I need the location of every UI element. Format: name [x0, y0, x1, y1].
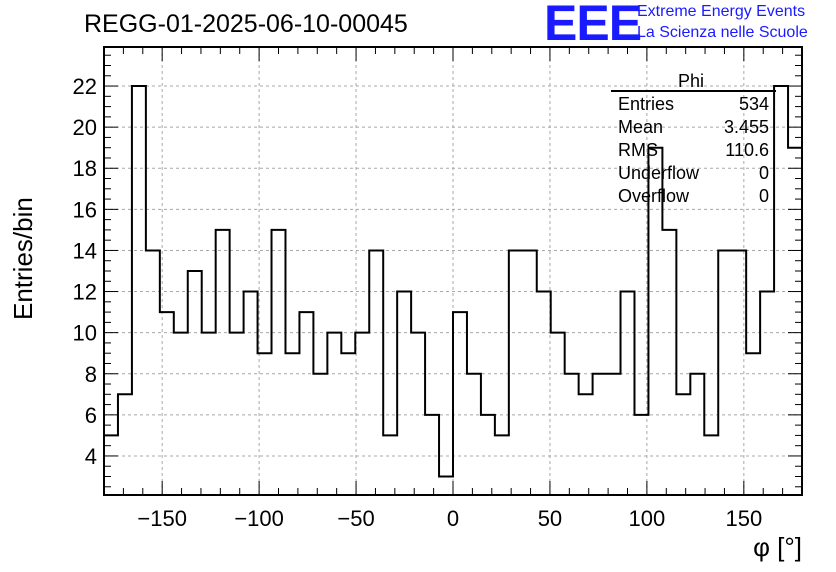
- x-tick-label: 0: [447, 506, 459, 531]
- stats-title: Phi: [678, 71, 705, 91]
- logo-line-2: La Scienza nelle Scuole: [637, 24, 808, 41]
- stats-value: 3.455: [724, 117, 769, 137]
- x-tick-label: 150: [725, 506, 762, 531]
- x-tick-label: −100: [234, 506, 284, 531]
- eee-logo: EEE: [544, 0, 642, 51]
- x-tick-label: 100: [629, 506, 666, 531]
- y-tick-label: 16: [73, 197, 97, 222]
- y-tick-label: 8: [85, 362, 97, 387]
- x-tick-label: −150: [137, 506, 187, 531]
- stats-value: 0: [759, 163, 769, 183]
- y-tick-label: 18: [73, 156, 97, 181]
- x-tick-label: −50: [337, 506, 374, 531]
- histogram-line: [103, 85, 803, 495]
- y-tick-label: 6: [85, 403, 97, 428]
- stats-value: 0: [759, 186, 769, 206]
- stats-label: Entries: [618, 94, 674, 114]
- stats-label: Mean: [618, 117, 663, 137]
- y-tick-label: 22: [73, 74, 97, 99]
- y-tick-label: 12: [73, 280, 97, 305]
- logo-line-1: Extreme Energy Events: [637, 3, 806, 20]
- stats-label: RMS: [618, 140, 658, 160]
- y-axis-label: Entries/bin: [8, 197, 38, 320]
- stats-label: Overflow: [618, 186, 690, 206]
- x-axis-label: φ [°]: [753, 532, 802, 562]
- x-tick-label: 50: [538, 506, 562, 531]
- stats-value: 534: [739, 94, 769, 114]
- y-tick-label: 4: [85, 444, 97, 469]
- stats-label: Underflow: [618, 163, 700, 183]
- chart-title: REGG-01-2025-06-10-00045: [84, 10, 408, 38]
- stats-value: 110.6: [725, 140, 769, 160]
- y-tick-label: 20: [73, 115, 97, 140]
- y-tick-label: 14: [73, 238, 97, 263]
- y-tick-label: 10: [73, 321, 97, 346]
